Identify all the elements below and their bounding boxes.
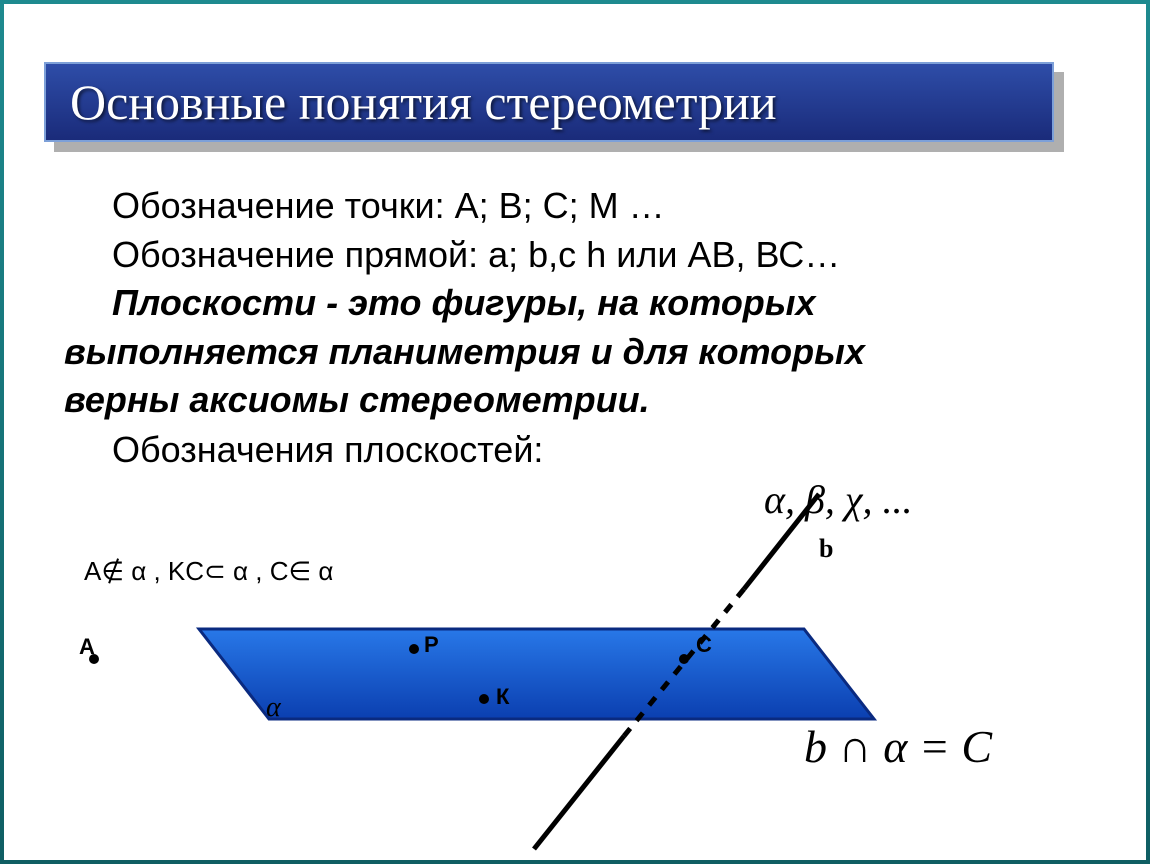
plane-def-1: Плоскости - это фигуры, на которых bbox=[112, 282, 816, 323]
line-b-top bbox=[744, 494, 819, 589]
label-a: A bbox=[79, 634, 95, 660]
slide-inner: Основные понятия стереометрии Обозначени… bbox=[4, 4, 1146, 860]
plane-polygon bbox=[199, 629, 874, 719]
plane-def-2: выполняется планиметрия и для которых bbox=[64, 331, 865, 372]
plane-def-3: верны аксиомы стереометрии. bbox=[64, 379, 650, 420]
label-c: С bbox=[696, 632, 712, 658]
line-b-bottom bbox=[534, 736, 624, 849]
body-text: Обозначение точки: А; В; С; М … Обозначе… bbox=[64, 182, 1094, 471]
line-lines: Обозначение прямой: а; b,c h или АВ, ВС… bbox=[112, 231, 1094, 280]
title-box: Основные понятия стереометрии bbox=[44, 62, 1054, 142]
diagram bbox=[44, 484, 1094, 854]
plane-notation-label: Обозначения плоскостей: bbox=[112, 429, 1094, 471]
label-b: b bbox=[819, 534, 833, 564]
plane-def: Плоскости - это фигуры, на которых выпол… bbox=[64, 279, 1094, 425]
point-k bbox=[479, 694, 489, 704]
point-p bbox=[409, 644, 419, 654]
slide-title: Основные понятия стереометрии bbox=[70, 73, 777, 131]
point-c bbox=[679, 654, 689, 664]
intersection-formula: b ∩ α = C bbox=[804, 720, 992, 773]
label-alpha: α bbox=[266, 692, 281, 724]
label-k: К bbox=[496, 684, 509, 710]
slide-frame: Основные понятия стереометрии Обозначени… bbox=[0, 0, 1150, 864]
line-points: Обозначение точки: А; В; С; М … bbox=[112, 182, 1094, 231]
label-p: P bbox=[424, 632, 439, 658]
